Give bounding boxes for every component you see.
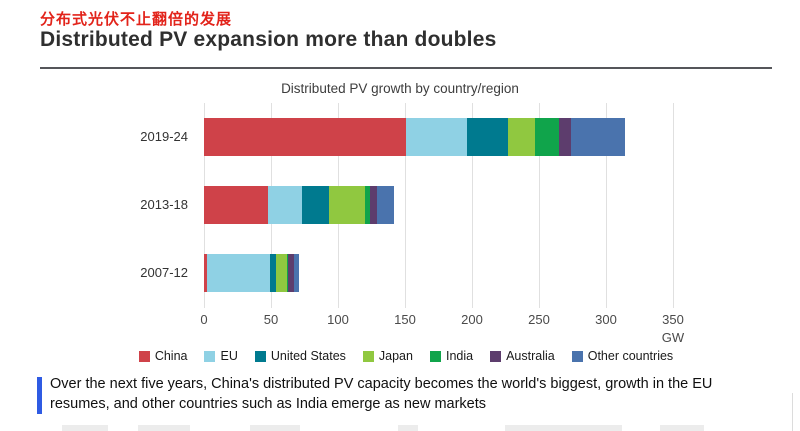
- legend-swatch-japan: [362, 350, 374, 362]
- gridline-350: [673, 103, 674, 308]
- x-tick-label-0: 0: [200, 312, 208, 327]
- legend-swatch-other-countries: [571, 350, 583, 362]
- x-tick-label-200: 200: [461, 312, 483, 327]
- bar-segment-china-2007-12: [204, 254, 207, 292]
- value-axis: 0 50 100 150 200 250 300 350: [200, 312, 683, 328]
- cutoff-text-smudge: [250, 425, 300, 431]
- x-tick-label-250: 250: [528, 312, 550, 327]
- bar-segment-china-2019-24: [204, 118, 407, 156]
- gridline-150: [405, 103, 406, 308]
- cutoff-text-smudge: [62, 425, 108, 431]
- bar-segment-india-2013-18: [364, 186, 371, 224]
- cutoff-text-smudge: [660, 425, 704, 431]
- bar-segment-japan-2019-24: [508, 118, 535, 156]
- legend-label-united-states: United States: [270, 349, 346, 363]
- cutoff-text-smudge: [138, 425, 190, 431]
- bar-segment-india-2019-24: [534, 118, 560, 156]
- legend-swatch-australia: [490, 350, 502, 362]
- legend-item-other-countries: Other countries: [571, 349, 674, 363]
- bar-segment-eu-2007-12: [206, 254, 270, 292]
- x-tick-label-100: 100: [327, 312, 349, 327]
- legend-label-other-countries: Other countries: [587, 349, 674, 363]
- legend-item-china: China: [138, 349, 188, 363]
- page-edge-line: [792, 393, 793, 431]
- cutoff-text-smudge: [398, 425, 418, 431]
- bar-segment-eu-2019-24: [406, 118, 467, 156]
- chart-title: Distributed PV growth by country/region: [281, 81, 519, 96]
- legend-swatch-india: [429, 350, 441, 362]
- bar-segment-other-countries-2013-18: [376, 186, 395, 224]
- bar-segment-eu-2013-18: [268, 186, 302, 224]
- legend-swatch-eu: [204, 350, 216, 362]
- x-tick-label-150: 150: [394, 312, 416, 327]
- title-divider: [40, 67, 772, 69]
- bar-segment-india-2007-12: [287, 254, 289, 292]
- legend-swatch-united-states: [254, 350, 266, 362]
- bar-segment-japan-2013-18: [328, 186, 365, 224]
- legend-label-india: India: [445, 349, 474, 363]
- bar-segment-china-2013-18: [204, 186, 269, 224]
- bar-segment-australia-2019-24: [559, 118, 572, 156]
- legend-item-japan: Japan: [362, 349, 413, 363]
- cutoff-text-smudge: [505, 425, 622, 431]
- bar-segment-australia-2007-12: [288, 254, 294, 292]
- bar-segment-united-states-2007-12: [269, 254, 277, 292]
- chinese-subtitle: 分布式光伏不止翻倍的发展: [40, 11, 233, 28]
- legend-swatch-china: [138, 350, 150, 362]
- caption-text: Over the next five years, China's distri…: [50, 376, 713, 413]
- plot-area: [204, 103, 674, 308]
- x-tick-label-350: 350: [662, 312, 684, 327]
- legend-label-japan: Japan: [378, 349, 413, 363]
- legend-label-australia: Australia: [506, 349, 555, 363]
- legend-label-china: China: [154, 349, 188, 363]
- category-label-2007-12: 2007-12: [140, 265, 188, 280]
- bar-segment-australia-2013-18: [370, 186, 377, 224]
- bar-segment-other-countries-2007-12: [293, 254, 300, 292]
- bar-segment-other-countries-2019-24: [571, 118, 625, 156]
- gridline-200: [472, 103, 473, 308]
- chart-legend: China EU United States Japan India Australia O…: [40, 349, 772, 363]
- legend-item-australia: Australia: [490, 349, 555, 363]
- gridline-250: [539, 103, 540, 308]
- bar-segment-japan-2007-12: [276, 254, 288, 292]
- category-label-2019-24: 2019-24: [140, 129, 188, 144]
- legend-item-united-states: United States: [254, 349, 346, 363]
- bar-segment-united-states-2019-24: [466, 118, 509, 156]
- page-title: Distributed PV expansion more than doubl…: [40, 28, 497, 51]
- x-tick-label-50: 50: [263, 312, 279, 327]
- legend-item-eu: EU: [204, 349, 238, 363]
- legend-label-eu: EU: [220, 349, 238, 363]
- bar-segment-united-states-2013-18: [301, 186, 329, 224]
- axis-unit-label: GW: [661, 330, 685, 345]
- category-axis: 2019-24 2013-18 2007-12: [126, 103, 196, 308]
- gridline-300: [606, 103, 607, 308]
- legend-item-india: India: [429, 349, 474, 363]
- category-label-2013-18: 2013-18: [140, 197, 188, 212]
- x-tick-label-300: 300: [595, 312, 617, 327]
- caption-accent-bar: [37, 377, 42, 414]
